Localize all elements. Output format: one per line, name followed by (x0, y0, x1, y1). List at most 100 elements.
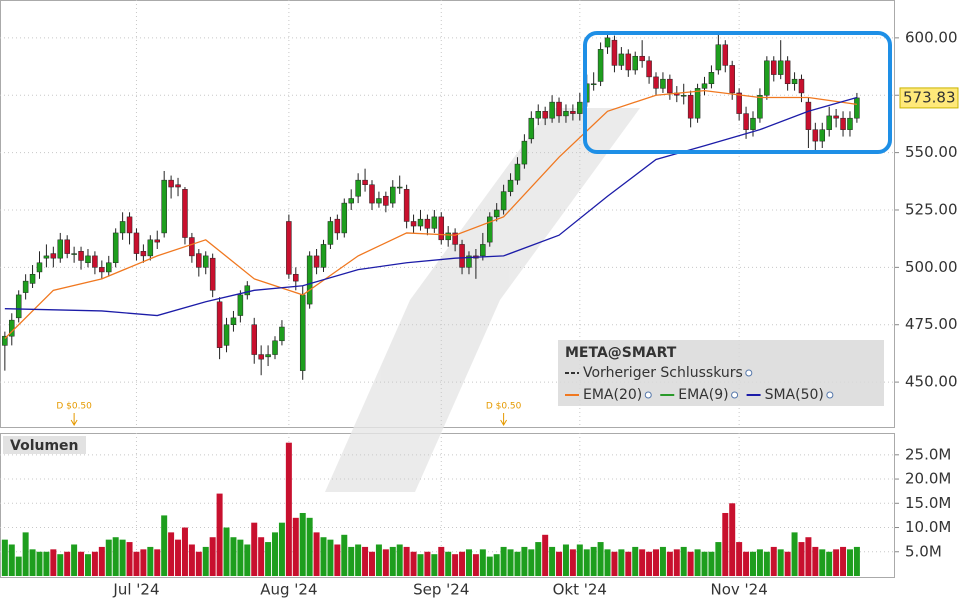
candle-body (36, 262, 43, 273)
candle-body (182, 189, 188, 238)
candle-body (341, 202, 348, 234)
volume-bar (653, 549, 660, 576)
candle-body (244, 285, 251, 296)
candle-body (452, 232, 458, 245)
candle-body (258, 354, 264, 360)
volume-bar (770, 546, 777, 576)
vol-tick-label: 25.0M (905, 445, 951, 463)
volume-bar (161, 515, 168, 576)
candle-body (687, 94, 694, 119)
candle-body (71, 253, 77, 255)
volume-bar (154, 549, 161, 576)
legend-icon (731, 391, 739, 399)
candle-body (376, 198, 382, 204)
candle-body (480, 244, 486, 257)
candle-body (140, 251, 147, 257)
volume-title: Volumen (10, 438, 79, 454)
candle-body (348, 198, 354, 204)
volume-bar (285, 442, 292, 576)
candle-body (50, 253, 57, 259)
candle-body (286, 221, 292, 275)
y-tick-label: 475.00 (905, 315, 958, 333)
volume-bar (798, 542, 805, 576)
last-price-box (899, 87, 959, 109)
volume-bar (756, 549, 763, 576)
volume-bar (112, 537, 119, 576)
volume-bar (424, 551, 431, 576)
vol-tick-label: 15.0M (905, 494, 951, 512)
volume-bar (535, 542, 542, 576)
volume-bar (209, 537, 216, 576)
candle-body (92, 255, 98, 268)
candle-body (29, 273, 36, 284)
candle-body (667, 78, 673, 94)
volume-bar (382, 549, 389, 576)
volume-bar (64, 551, 71, 576)
candle-body (209, 257, 216, 291)
candle-body (112, 232, 119, 264)
volume-bar (410, 551, 417, 576)
volume-bar (22, 532, 29, 576)
candle-body (660, 78, 666, 89)
candle-body (521, 140, 528, 165)
volume-bar (763, 551, 770, 576)
volume-bar (15, 556, 22, 576)
volume-bar (459, 551, 466, 576)
candle-body (854, 97, 860, 119)
dividend-label: D $0.50 (486, 402, 522, 412)
y-tick-label: 450.00 (905, 373, 958, 391)
candle-body (369, 184, 375, 204)
volume-bar (576, 544, 583, 576)
volume-bar (251, 522, 258, 576)
candle-body (334, 218, 341, 234)
candle-body (355, 179, 361, 197)
volume-bar (826, 551, 833, 576)
candle-body (750, 117, 756, 130)
candle-body (237, 294, 244, 316)
candle-body (618, 53, 625, 66)
volume-title-box (3, 436, 86, 454)
volume-bar (71, 544, 78, 576)
candle-body (299, 294, 306, 371)
volume-bar (819, 549, 826, 576)
volume-bar (36, 551, 43, 576)
indicator-line (4, 89, 857, 339)
dividend-arrow (70, 413, 78, 426)
volume-bar (701, 551, 708, 576)
volume-bar (126, 542, 133, 576)
volume-bar (556, 551, 563, 576)
candle-body (764, 60, 770, 96)
volume-bar (791, 532, 798, 576)
volume-bar (507, 549, 514, 576)
candle-body (85, 255, 91, 264)
y-tick-label: 525.00 (905, 200, 958, 218)
candle-body (279, 326, 285, 342)
volume-bar (562, 544, 569, 576)
volume-bar (812, 546, 819, 576)
volume-bar (625, 551, 632, 576)
candle-body (715, 44, 722, 71)
volume-bar (729, 503, 736, 576)
candle-body (493, 209, 500, 218)
volume-bar (521, 546, 528, 576)
volume-bar (105, 539, 112, 576)
candle-body (202, 255, 209, 268)
legend-title: META@SMART (565, 345, 677, 361)
volume-bar (320, 537, 327, 576)
volume-bar (417, 554, 424, 576)
volume-bar (611, 551, 618, 576)
volume-bar (680, 546, 687, 576)
volume-bar (175, 539, 182, 576)
candle-body (514, 163, 521, 181)
volume-bar (355, 544, 362, 576)
volume-bar (57, 554, 64, 576)
candle-body (64, 239, 70, 254)
volume-bar (313, 532, 320, 576)
candle-body (196, 253, 202, 268)
x-tick-label: Okt '24 (553, 581, 607, 599)
y-tick-label: 550.00 (905, 143, 958, 161)
candle-body (784, 60, 791, 85)
volume-bar (528, 549, 535, 576)
volume-bar (673, 549, 680, 576)
volume-bar (368, 551, 375, 576)
